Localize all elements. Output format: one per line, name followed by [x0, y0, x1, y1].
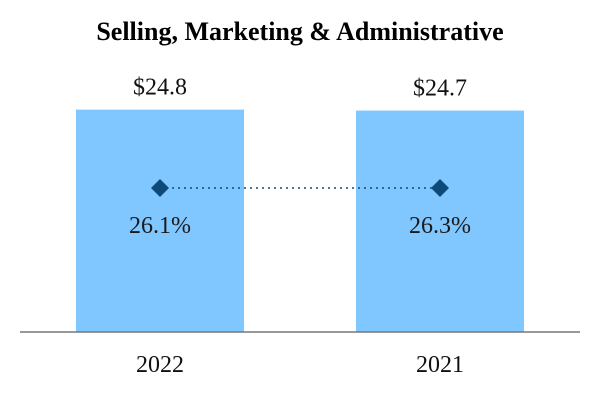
x-tick-label-2021: 2021 — [416, 352, 464, 378]
x-tick-label-2022: 2022 — [136, 352, 184, 378]
bar-value-label-2022: $24.8 — [133, 75, 187, 101]
bar-2022 — [76, 109, 244, 332]
bar-2021 — [356, 110, 524, 332]
percent-series-group: 26.1% 26.3% — [129, 179, 471, 239]
value-labels-group: $24.8 $24.7 — [133, 75, 467, 102]
bars-group — [76, 109, 524, 332]
chart-title: Selling, Marketing & Administrative — [96, 17, 503, 46]
percent-marker-2022 — [151, 179, 169, 197]
bar-value-label-2021: $24.7 — [413, 76, 467, 102]
percent-label-2022: 26.1% — [129, 213, 191, 239]
percent-label-2021: 26.3% — [409, 213, 471, 239]
x-tick-labels-group: 2022 2021 — [136, 352, 464, 378]
percent-marker-2021 — [431, 179, 449, 197]
